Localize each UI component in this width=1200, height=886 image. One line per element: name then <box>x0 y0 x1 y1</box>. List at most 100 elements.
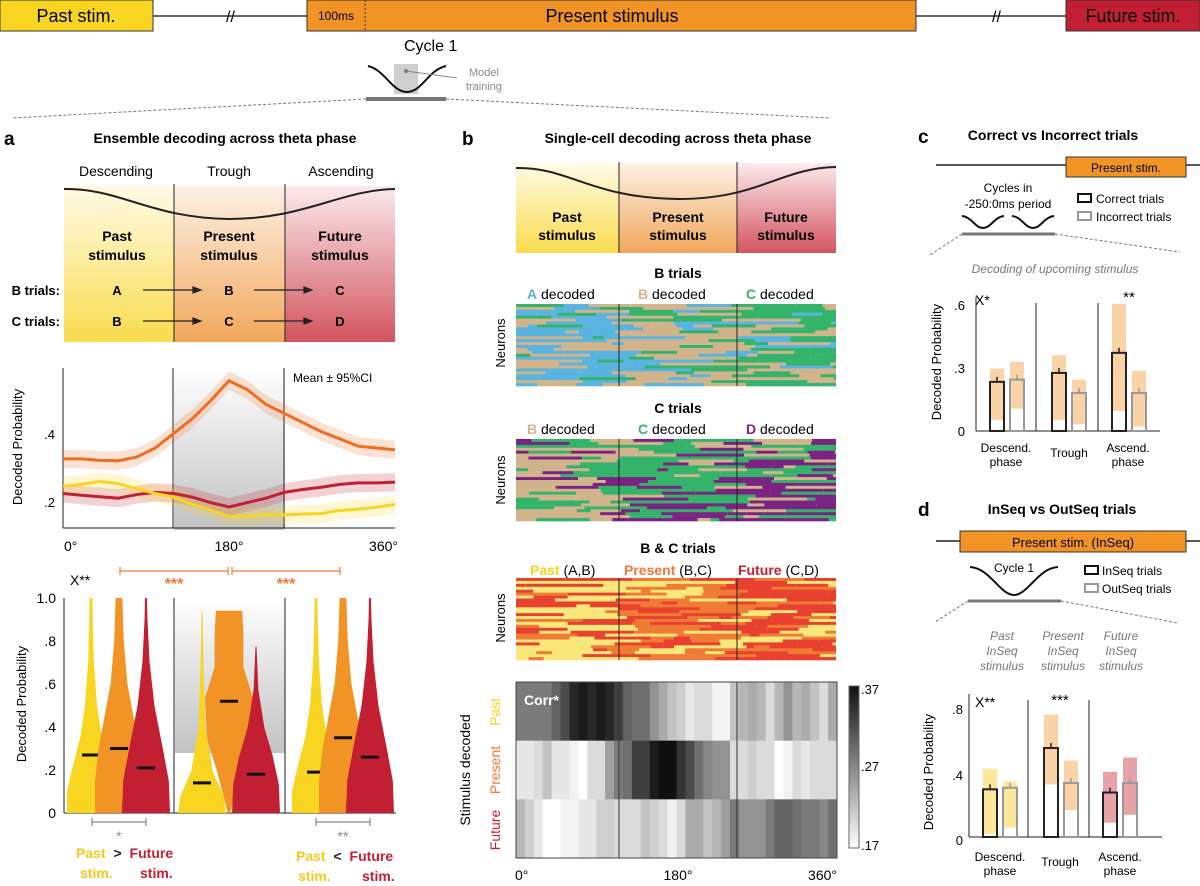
heatmap-cell <box>533 682 544 742</box>
raster-segment <box>774 345 836 349</box>
raster-segment <box>631 368 692 372</box>
heatmap-cell <box>801 740 811 800</box>
x-tick: 180° <box>664 867 693 883</box>
raster-segment <box>632 621 650 626</box>
raster-segment <box>582 456 602 460</box>
raster-segment <box>719 639 783 643</box>
raster-segment <box>528 491 577 495</box>
raster-segment <box>610 500 643 504</box>
raster-segment <box>699 627 712 632</box>
raster-segment <box>528 657 544 661</box>
raster-segment <box>833 474 836 478</box>
col-past-1: Past <box>990 629 1015 643</box>
raster-segment <box>741 613 771 617</box>
raster-segment <box>516 586 525 591</box>
raster-segment <box>768 657 785 661</box>
heatmap-cell <box>542 740 553 800</box>
line-present <box>63 378 396 463</box>
raster-segment <box>717 595 770 599</box>
cycle-label: Cycle 1 <box>404 38 457 55</box>
group-label-2: Trough <box>1050 446 1088 460</box>
raster-segment <box>754 645 770 649</box>
raster-segment <box>785 362 831 366</box>
raster-segment <box>516 477 579 481</box>
raster-segment <box>516 350 533 355</box>
raster-segment <box>725 583 740 588</box>
raster-segment <box>606 315 674 319</box>
inseq-outseq-bar-chart <box>968 694 1162 839</box>
raster-segment <box>702 488 716 493</box>
raster-segment <box>674 474 700 478</box>
raster-segment <box>822 645 836 649</box>
c-trials-key: B decoded C decoded D decoded <box>527 421 814 437</box>
raster-segment <box>634 619 699 623</box>
y-tick: .8 <box>44 633 56 649</box>
raster-segment <box>820 604 836 608</box>
raster-segment <box>811 613 836 617</box>
bar-shade <box>1003 781 1017 828</box>
raster-segment <box>524 494 576 498</box>
raster-segment <box>723 441 763 446</box>
raster-segment <box>797 474 834 478</box>
raster-segment <box>820 374 836 378</box>
violin-future <box>232 646 280 813</box>
key-past: Past (A,B) <box>530 562 595 578</box>
raster-segment <box>773 477 827 481</box>
raster-segment <box>804 324 836 328</box>
raster-segment <box>676 324 694 328</box>
panel-c: c Correct vs Incorrect trials Present st… <box>918 127 1200 469</box>
raster-segment <box>753 439 813 443</box>
heatmap-cell <box>631 740 642 800</box>
raster-segment <box>739 592 803 596</box>
raster-segment <box>708 439 754 443</box>
group-label-1b: phase <box>990 455 1023 469</box>
group-label-3a: Ascend. <box>1106 441 1149 455</box>
raster-segment <box>639 482 682 487</box>
heatmap-cell <box>542 682 553 742</box>
raster-segment <box>634 324 652 328</box>
raster-segment <box>832 642 836 646</box>
raster-segment <box>554 306 565 311</box>
raster-segment <box>751 619 773 623</box>
raster-segment <box>739 321 799 325</box>
ci-band-future <box>63 473 395 516</box>
raster-segment <box>739 583 796 588</box>
raster-segment <box>778 380 808 384</box>
line-future <box>62 480 396 509</box>
heatmap-cell <box>774 682 784 742</box>
raster-segment <box>598 453 637 457</box>
raster-segment <box>516 371 546 375</box>
raster-segment <box>751 444 799 449</box>
phase-label-trough: Trough <box>207 163 251 179</box>
raster-segment <box>516 380 554 384</box>
raster-segment <box>590 439 634 443</box>
raster-segment <box>516 583 526 588</box>
box-present-1: Present <box>652 209 704 225</box>
bottom-sig-2: ** <box>338 828 349 844</box>
raster-segment <box>798 321 832 325</box>
group-label-3a: Ascend. <box>1098 850 1141 864</box>
raster-segment <box>636 453 677 457</box>
raster-segment <box>588 304 611 308</box>
y-tick: .4 <box>44 427 55 442</box>
heatmap-cell <box>569 682 579 742</box>
raster-segment <box>527 347 554 352</box>
raster-segment <box>516 589 534 593</box>
raster-segment <box>607 648 640 652</box>
raster-segment <box>812 439 836 443</box>
raster-segment <box>828 462 836 466</box>
raster-segment <box>614 642 658 646</box>
raster-segment <box>516 474 533 478</box>
raster-segment <box>650 654 695 658</box>
group-label-1b: phase <box>984 864 1017 878</box>
raster-segment <box>533 595 568 599</box>
heatmap-cell <box>721 740 731 800</box>
heatmap-cell <box>828 799 838 859</box>
heatmap-cell <box>712 799 722 859</box>
raster-segment <box>712 345 755 349</box>
cycle-label: Cycle 1 <box>994 561 1034 575</box>
raster-segment <box>549 636 570 640</box>
raster-segment <box>516 342 573 346</box>
raster-segment <box>640 509 691 513</box>
raster-segment <box>516 318 576 322</box>
